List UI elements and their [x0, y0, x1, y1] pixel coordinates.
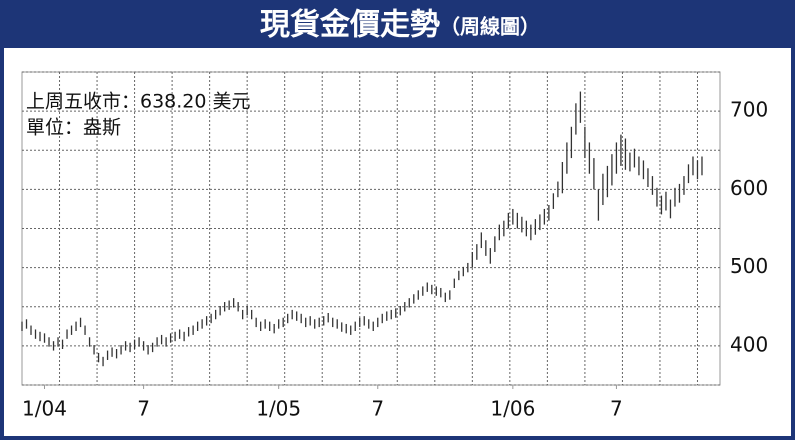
title-bar: [2, 2, 793, 48]
y-tick-label: 400: [730, 332, 768, 356]
chart-title: 現貨金價走勢: [260, 8, 440, 43]
x-tick-label: 1/05: [256, 397, 301, 421]
x-tick-label: 1/04: [22, 397, 67, 421]
x-tick-label: 7: [137, 397, 150, 421]
x-tick-label: 7: [610, 397, 623, 421]
chart-subtitle: （周線圖）: [440, 15, 540, 39]
x-tick-label: 7: [371, 397, 384, 421]
annotation: 上周五收市：638.20 美元: [26, 91, 251, 113]
y-tick-label: 500: [730, 254, 768, 278]
y-tick-label: 700: [730, 98, 768, 122]
annotation: 單位：盎斯: [26, 117, 121, 139]
bars: [21, 91, 703, 367]
grid: [22, 71, 720, 386]
x-tick-label: 1/06: [490, 397, 535, 421]
y-tick-label: 600: [730, 176, 768, 200]
